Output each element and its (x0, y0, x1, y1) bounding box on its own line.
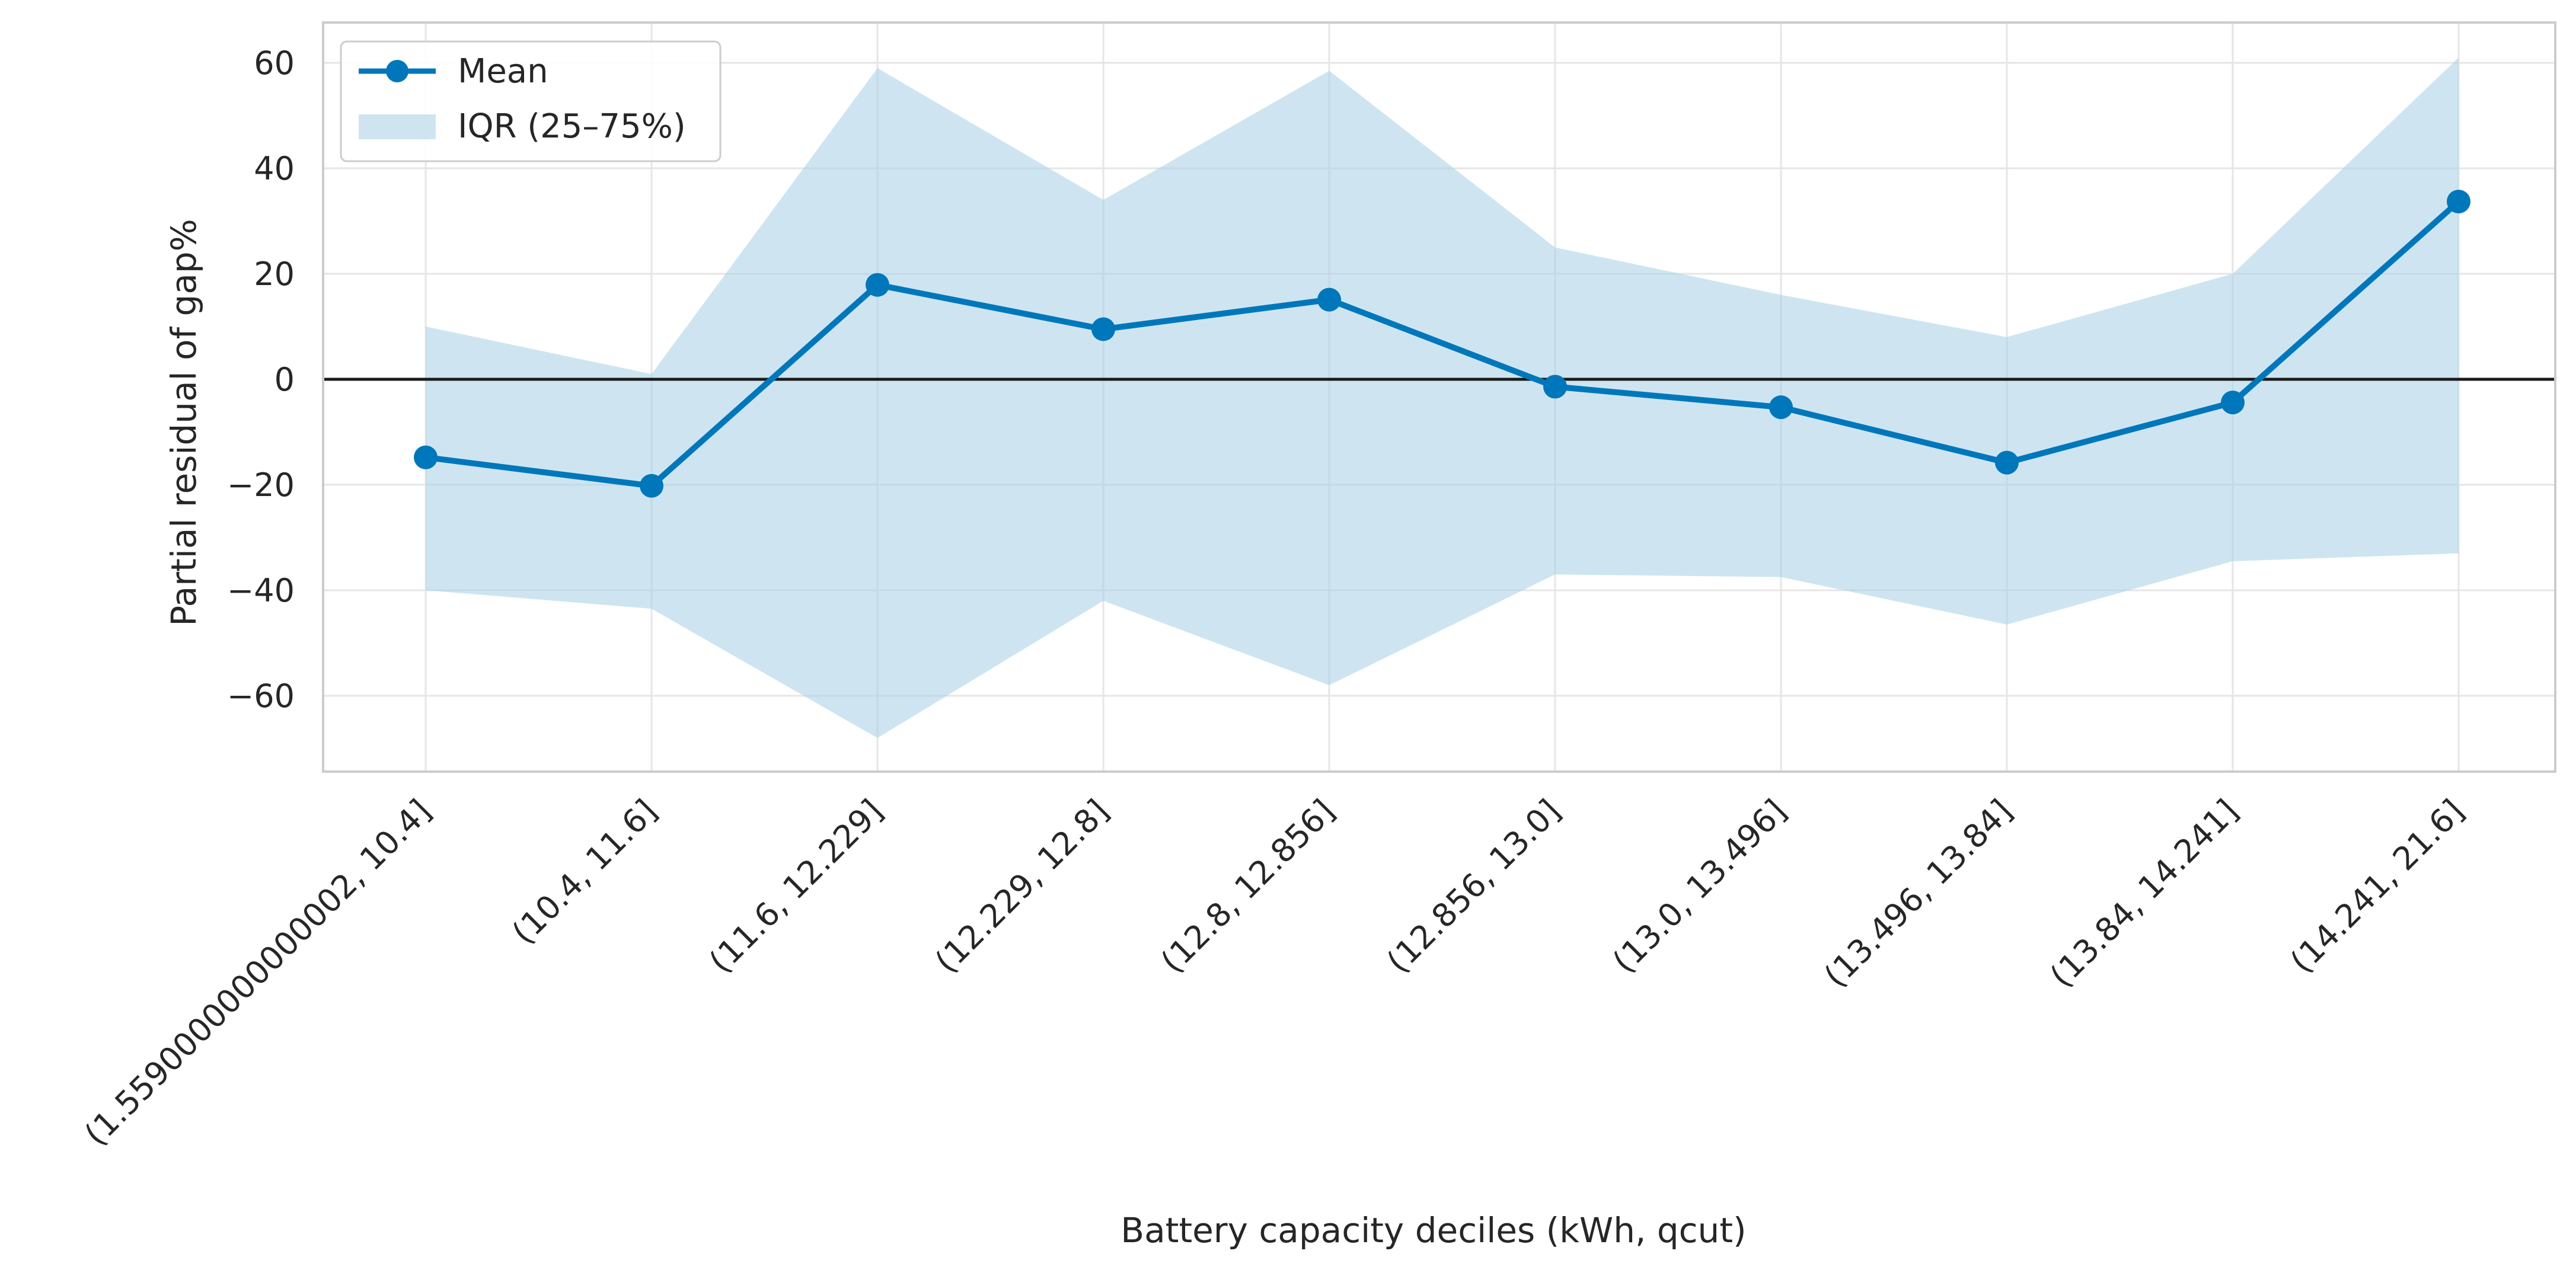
y-axis-title: Partial residual of gap% (164, 219, 204, 626)
y-axis-ticks: −60 −40 −20 0 20 40 60 (227, 44, 295, 715)
legend: Mean IQR (25–75%) (340, 40, 722, 162)
mean-point (1091, 317, 1115, 341)
legend-mean-marker-swatch (386, 60, 408, 82)
mean-point (1543, 375, 1567, 399)
mean-point (1769, 395, 1793, 420)
mean-point (1317, 287, 1341, 312)
y-tick-label: 40 (254, 150, 295, 187)
plot-frame (322, 21, 2556, 773)
legend-iqr-label: IQR (25–75%) (458, 107, 686, 146)
mean-point (1995, 450, 2019, 475)
mean-point (866, 273, 889, 297)
iqr-band (426, 57, 2459, 738)
y-tick-label: 20 (254, 255, 295, 293)
legend-iqr-swatch (359, 114, 436, 139)
mean-point (2447, 190, 2470, 214)
mean-point (640, 474, 663, 498)
y-tick-label: −60 (227, 677, 295, 715)
y-tick-label: −20 (227, 466, 295, 504)
y-tick-label: 0 (274, 361, 295, 398)
mean-point (2221, 391, 2245, 415)
mean-series-line (425, 199, 2461, 489)
y-tick-label: −40 (227, 572, 295, 609)
legend-mean-label: Mean (458, 52, 548, 91)
x-axis-title: Battery capacity deciles (kWh, qcut) (1121, 1210, 1746, 1250)
mean-point (414, 445, 438, 469)
mean-series-markers (414, 190, 2470, 498)
y-tick-label: 60 (254, 44, 295, 82)
